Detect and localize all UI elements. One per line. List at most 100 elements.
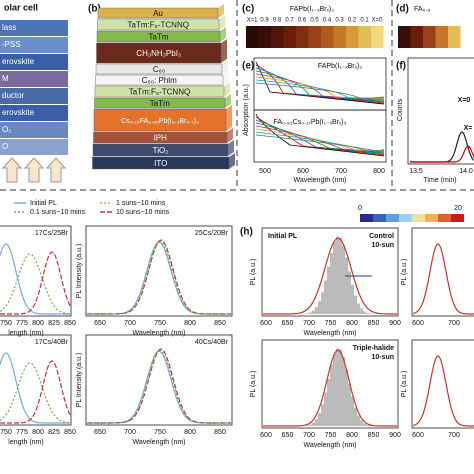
x-tick-label: 750: [0, 429, 12, 436]
x-label: 0.8: [273, 18, 282, 24]
curve: [87, 240, 231, 315]
x-tick-label: 800: [32, 320, 44, 327]
x-tick-label: 700: [303, 432, 315, 439]
panel-label: (e): [242, 61, 254, 72]
layer-side: [218, 4, 224, 18]
panel-label: (d): [396, 4, 409, 15]
hist-bar: [333, 241, 336, 314]
x-axis-label: Time (min): [423, 177, 456, 184]
x-tick-label: 850: [214, 429, 226, 436]
hist-bar: [351, 284, 354, 314]
layer-side: [227, 128, 233, 143]
plot-frame: [85, 334, 233, 426]
x-tick-label: 13.5: [409, 168, 423, 175]
annotation: X=: [464, 125, 473, 132]
hist-bar: [342, 245, 345, 314]
layer: [94, 85, 225, 98]
hist-bar: [309, 312, 312, 314]
layer-label: lass: [2, 23, 16, 32]
x-tick-label: 825: [48, 320, 60, 327]
x-tick-label: 750: [0, 320, 12, 327]
layer-label: erovskite: [2, 57, 35, 66]
layer-label: M: [2, 74, 9, 83]
colorbar-tick: 20: [454, 205, 462, 212]
curve: [255, 82, 385, 100]
panel-title: FAPb(I₁₋ₓBrₓ)₃: [290, 6, 334, 13]
color-swatch: [448, 26, 461, 48]
layer-label: Cs₀.₁₅FA₀.₈₅Pb(I₀.₃Br₀.₇)₃: [121, 118, 199, 125]
layer: [93, 131, 228, 144]
x-tick-label: 650: [282, 320, 294, 327]
y-axis-label: PL Intensity (a.u.): [76, 244, 83, 299]
x-tick-label: 700: [303, 320, 315, 327]
plot-frame: [0, 334, 72, 426]
hist-bar: [357, 303, 360, 314]
layer-label: erovskite: [2, 108, 35, 117]
colorbar-segment: [360, 214, 373, 222]
layer-label: C₆₀: Phlm: [142, 76, 177, 85]
annotation: X=0: [458, 97, 471, 104]
layer-side: [222, 60, 228, 74]
layer: [0, 139, 68, 155]
curve: [0, 362, 71, 424]
hist-bar: [312, 422, 315, 426]
hist-bar: [336, 236, 339, 314]
plot-frame: [85, 225, 233, 317]
layer-label: TaTm:F₆-TCNNQ: [128, 21, 189, 30]
layer-side: [229, 153, 235, 169]
curve: [255, 64, 385, 104]
hist-bar: [336, 348, 339, 426]
x-tick-label: 825: [48, 429, 60, 436]
layer-label: Au: [153, 9, 163, 18]
layer-label: ductor: [2, 91, 25, 100]
x-label: 0.3: [335, 18, 344, 24]
panel-title: FA₀.₈: [414, 6, 430, 13]
layer-side: [225, 94, 231, 108]
layer-side: [226, 105, 232, 131]
x-tick-label: 775: [16, 320, 28, 327]
x-tick-label: 900: [389, 320, 401, 327]
curve: [263, 237, 397, 315]
curve: [255, 119, 385, 155]
x-label: 0.2: [348, 18, 357, 24]
x-tick-label: 850: [214, 320, 226, 327]
hist-bar: [330, 364, 333, 426]
layer: [94, 97, 226, 109]
layer-side: [224, 82, 230, 97]
y-axis-label: PL (a.u.): [250, 259, 257, 286]
colorbar-segment: [399, 214, 412, 222]
layer-label: C₆₀: [153, 65, 165, 74]
y-axis-label: PL Intensity (a.u.): [76, 353, 83, 408]
hist-bar: [333, 353, 336, 426]
hist-bar: [345, 369, 348, 426]
color-swatch: [371, 26, 384, 48]
x-tick-label: 800: [346, 432, 358, 439]
layer-label: TiO₂: [153, 146, 169, 155]
x-label: 0.1: [360, 18, 369, 24]
panel-title: 17Cs/40Br: [35, 339, 69, 346]
layer: [92, 143, 229, 157]
hist-bar: [327, 378, 330, 426]
x-tick-label: 850: [368, 320, 380, 327]
x-axis-label: length (nm): [8, 330, 43, 337]
hist-bar: [363, 423, 366, 426]
curve: [412, 243, 474, 315]
panel-label: (f): [396, 61, 406, 72]
hist-bar: [321, 404, 324, 426]
y-axis-label: Absorption (a.u.): [243, 84, 250, 136]
colorbar-segment: [386, 214, 399, 222]
colorbar-segment: [425, 214, 438, 222]
panel-label: (c): [242, 4, 254, 15]
x-label: 0.5: [310, 18, 319, 24]
hist-bar: [360, 308, 363, 314]
color-swatch: [283, 26, 296, 48]
x-tick-label: 850: [368, 432, 380, 439]
layer: [0, 105, 68, 121]
layer-label: IPH: [154, 134, 168, 143]
hist-bar: [363, 311, 366, 314]
layer-label: -PSS: [2, 40, 21, 49]
layer-label: TaTm: [149, 33, 169, 42]
x-label: X=0: [372, 18, 384, 24]
hist-bar: [318, 301, 321, 314]
curve: [87, 349, 231, 424]
